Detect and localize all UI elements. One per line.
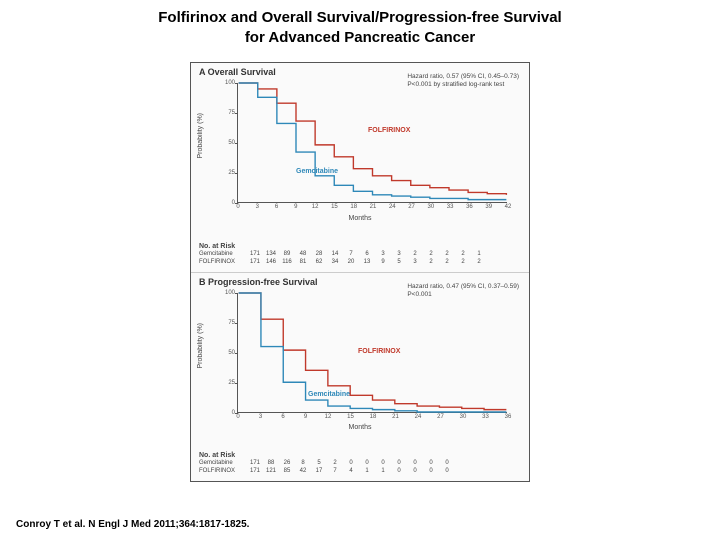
panel-a-chart: 025507510003691215182124273033363942FOLF…	[237, 83, 507, 203]
xtick: 36	[505, 412, 512, 420]
xtick: 9	[294, 202, 297, 210]
risk-row: Gemcitabine17188268520000000	[199, 460, 455, 468]
panel-a-risk-table: No. at Risk Gemcitabine17113489482814763…	[199, 243, 487, 266]
panel-b-ylabel: Probability (%)	[197, 323, 204, 369]
xtick: 42	[505, 202, 512, 210]
xtick: 18	[350, 202, 357, 210]
panel-b-label: B Progression-free Survival	[199, 277, 318, 287]
panel-overall-survival: A Overall Survival Hazard ratio, 0.57 (9…	[191, 63, 529, 272]
xtick: 9	[304, 412, 307, 420]
title-line2: for Advanced Pancreatic Cancer	[245, 29, 475, 46]
xtick: 36	[466, 202, 473, 210]
panel-a-curves	[238, 83, 507, 202]
folfirinox-label: FOLFIRINOX	[368, 127, 410, 134]
xtick: 6	[281, 412, 284, 420]
panel-b-risk-table: No. at Risk Gemcitabine17188268520000000…	[199, 452, 455, 475]
xtick: 6	[275, 202, 278, 210]
page-title: Folfirinox and Overall Survival/Progress…	[0, 0, 720, 47]
xtick: 12	[325, 412, 332, 420]
panel-b-chart: 02550751000369121518212427303336FOLFIRIN…	[237, 293, 507, 413]
xtick: 30	[428, 202, 435, 210]
xtick: 0	[236, 412, 239, 420]
panel-a-xlabel: Months	[191, 215, 529, 222]
gemcitabine-curve	[239, 83, 507, 200]
folfirinox-curve	[239, 83, 507, 195]
gemcitabine-label: Gemcitabine	[308, 391, 350, 398]
xtick: 27	[408, 202, 415, 210]
xtick: 18	[370, 412, 377, 420]
xtick: 39	[485, 202, 492, 210]
xtick: 0	[236, 202, 239, 210]
title-line1: Folfirinox and Overall Survival/Progress…	[158, 9, 561, 26]
xtick: 33	[447, 202, 454, 210]
xtick: 30	[460, 412, 467, 420]
panel-a-ylabel: Probability (%)	[197, 113, 204, 159]
xtick: 21	[392, 412, 399, 420]
gemcitabine-label: Gemcitabine	[296, 168, 338, 175]
folfirinox-label: FOLFIRINOX	[358, 348, 400, 355]
xtick: 27	[437, 412, 444, 420]
xtick: 3	[259, 412, 262, 420]
figure-container: A Overall Survival Hazard ratio, 0.57 (9…	[190, 62, 530, 482]
xtick: 24	[415, 412, 422, 420]
risk-row: FOLFIRINOX17114611681623420139532222	[199, 259, 487, 267]
risk-row: FOLFIRINOX17112185421774110000	[199, 468, 455, 476]
panel-b-xlabel: Months	[191, 424, 529, 431]
citation: Conroy T et al. N Engl J Med 2011;364:18…	[16, 519, 249, 530]
xtick: 21	[370, 202, 377, 210]
panel-progression-free-survival: B Progression-free Survival Hazard ratio…	[191, 272, 529, 481]
panel-a-label: A Overall Survival	[199, 67, 276, 77]
xtick: 15	[331, 202, 338, 210]
xtick: 12	[312, 202, 319, 210]
risk-row: Gemcitabine17113489482814763322221	[199, 251, 487, 259]
xtick: 3	[256, 202, 259, 210]
xtick: 24	[389, 202, 396, 210]
xtick: 33	[482, 412, 489, 420]
xtick: 15	[347, 412, 354, 420]
